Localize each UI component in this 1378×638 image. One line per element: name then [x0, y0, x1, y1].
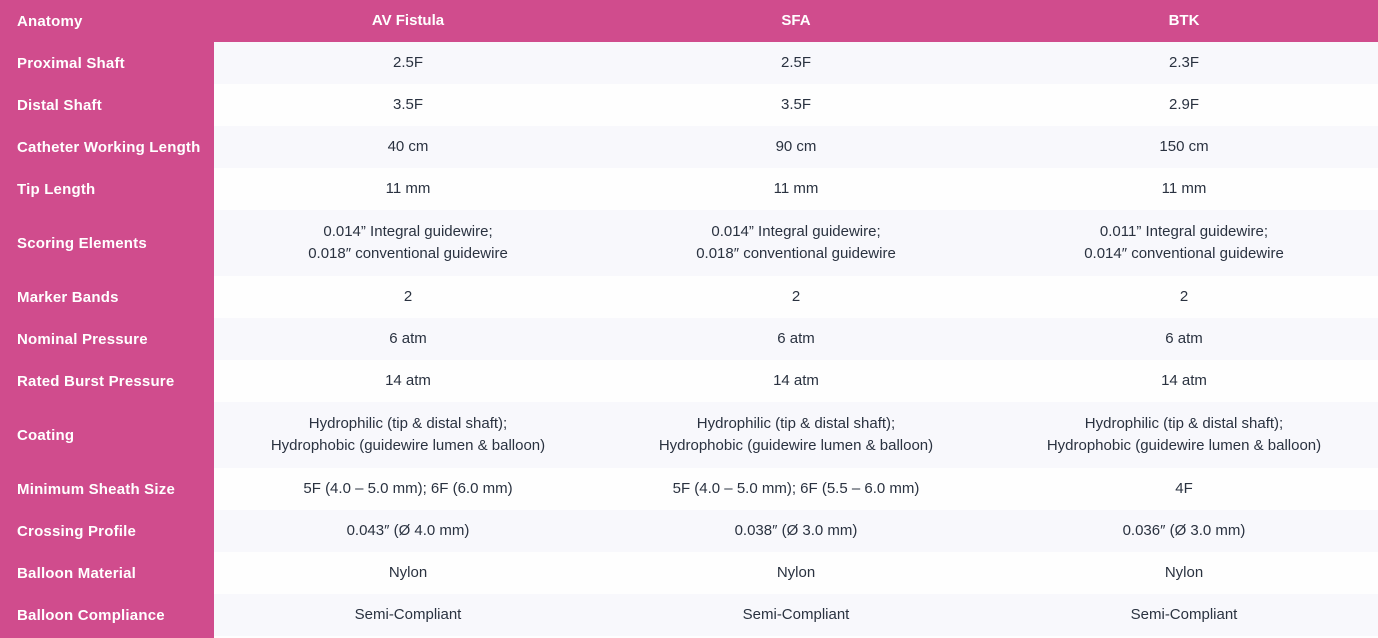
corner-label: Anatomy [0, 0, 214, 42]
spec-value: 5F (4.0 – 5.0 mm); 6F (5.5 – 6.0 mm) [602, 468, 990, 510]
table-row-distal-shaft: Distal Shaft 3.5F 3.5F 2.9F [0, 84, 1378, 126]
table-row-balloon-compliance: Balloon Compliance Semi-Compliant Semi-C… [0, 594, 1378, 636]
spec-value: Semi-Compliant [602, 594, 990, 636]
row-label: Scoring Elements [0, 210, 214, 276]
spec-value: 2.5F [214, 42, 602, 84]
row-label: Tip Length [0, 168, 214, 210]
row-label: Rated Burst Pressure [0, 360, 214, 402]
spec-value: 0.011” Integral guidewire; 0.014″ conven… [990, 210, 1378, 276]
table-row-marker-bands: Marker Bands 2 2 2 [0, 276, 1378, 318]
spec-value: 5F (4.0 – 5.0 mm); 6F (6.0 mm) [214, 468, 602, 510]
spec-value: 150 cm [990, 126, 1378, 168]
spec-value: 14 atm [990, 360, 1378, 402]
row-label: Balloon Compliance [0, 594, 214, 636]
column-header-sfa: SFA [602, 0, 990, 42]
spec-value: Nylon [990, 552, 1378, 594]
table-row-catheter-working-length: Catheter Working Length 40 cm 90 cm 150 … [0, 126, 1378, 168]
column-header-av-fistula: AV Fistula [214, 0, 602, 42]
spec-value: 2 [214, 276, 602, 318]
spec-value: 2 [602, 276, 990, 318]
sidebar-filler [0, 636, 214, 638]
spec-value: Hydrophilic (tip & distal shaft); Hydrop… [990, 402, 1378, 468]
spec-value: 2.9F [990, 84, 1378, 126]
row-label: Minimum Sheath Size [0, 468, 214, 510]
spec-value: 90 cm [602, 126, 990, 168]
table-row-nominal-pressure: Nominal Pressure 6 atm 6 atm 6 atm [0, 318, 1378, 360]
spec-value: Nylon [214, 552, 602, 594]
row-label: Proximal Shaft [0, 42, 214, 84]
spec-value: 40 cm [214, 126, 602, 168]
spec-value: 14 atm [214, 360, 602, 402]
spec-value: Hydrophilic (tip & distal shaft); Hydrop… [214, 402, 602, 468]
column-header-btk: BTK [990, 0, 1378, 42]
spec-value: 0.036″ (Ø 3.0 mm) [990, 510, 1378, 552]
table-row-minimum-sheath-size: Minimum Sheath Size 5F (4.0 – 5.0 mm); 6… [0, 468, 1378, 510]
spec-value: 4F [990, 468, 1378, 510]
spec-value: Nylon [602, 552, 990, 594]
spec-value: 0.038″ (Ø 3.0 mm) [602, 510, 990, 552]
spec-value: 11 mm [602, 168, 990, 210]
spec-value: 6 atm [602, 318, 990, 360]
row-label: Crossing Profile [0, 510, 214, 552]
filler-cell [214, 636, 1378, 638]
spec-value: 3.5F [214, 84, 602, 126]
spec-value: 0.014” Integral guidewire; 0.018″ conven… [214, 210, 602, 276]
row-label: Catheter Working Length [0, 126, 214, 168]
table-row-crossing-profile: Crossing Profile 0.043″ (Ø 4.0 mm) 0.038… [0, 510, 1378, 552]
spec-value: Hydrophilic (tip & distal shaft); Hydrop… [602, 402, 990, 468]
table-row-tip-length: Tip Length 11 mm 11 mm 11 mm [0, 168, 1378, 210]
spec-value: 3.5F [602, 84, 990, 126]
spec-value: 2.3F [990, 42, 1378, 84]
table-row-balloon-material: Balloon Material Nylon Nylon Nylon [0, 552, 1378, 594]
row-label: Marker Bands [0, 276, 214, 318]
table-filler-row [0, 636, 1378, 638]
table-header-row: Anatomy AV Fistula SFA BTK [0, 0, 1378, 42]
table-row-scoring-elements: Scoring Elements 0.014” Integral guidewi… [0, 210, 1378, 276]
spec-value: 14 atm [602, 360, 990, 402]
table-row-proximal-shaft: Proximal Shaft 2.5F 2.5F 2.3F [0, 42, 1378, 84]
spec-value: 2 [990, 276, 1378, 318]
spec-value: Semi-Compliant [990, 594, 1378, 636]
spec-value: 0.043″ (Ø 4.0 mm) [214, 510, 602, 552]
spec-value: 11 mm [214, 168, 602, 210]
spec-value: 6 atm [214, 318, 602, 360]
row-label: Balloon Material [0, 552, 214, 594]
row-label: Coating [0, 402, 214, 468]
row-label: Distal Shaft [0, 84, 214, 126]
spec-value: 6 atm [990, 318, 1378, 360]
row-label: Nominal Pressure [0, 318, 214, 360]
spec-value: 11 mm [990, 168, 1378, 210]
table-row-rated-burst-pressure: Rated Burst Pressure 14 atm 14 atm 14 at… [0, 360, 1378, 402]
table-row-coating: Coating Hydrophilic (tip & distal shaft)… [0, 402, 1378, 468]
spec-value: 2.5F [602, 42, 990, 84]
spec-value: 0.014” Integral guidewire; 0.018″ conven… [602, 210, 990, 276]
spec-value: Semi-Compliant [214, 594, 602, 636]
